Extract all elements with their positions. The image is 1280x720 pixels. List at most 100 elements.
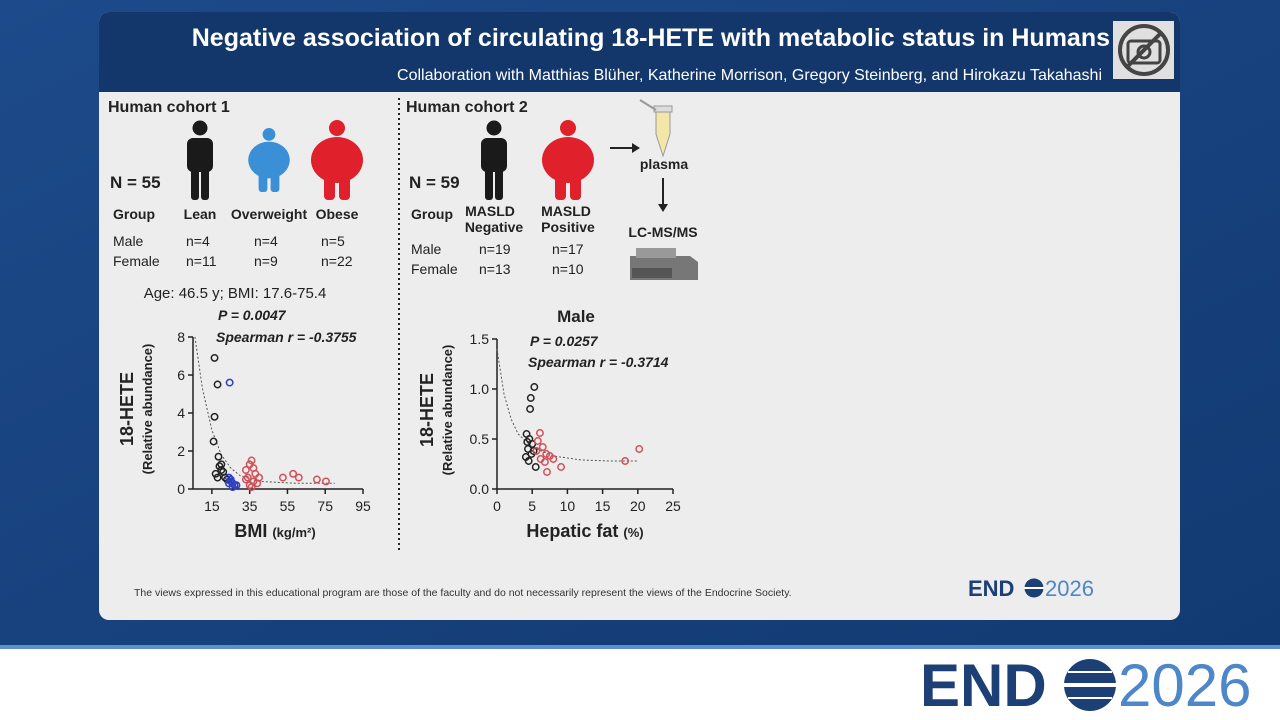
y-tick-label: 1.5 — [470, 331, 490, 347]
data-point — [247, 483, 256, 492]
x-axis-label: BMI (kg/m²) — [234, 521, 315, 541]
data-point — [294, 473, 303, 482]
data-point — [549, 455, 558, 463]
title: Negative association of circulating 18-H… — [192, 24, 1110, 52]
cell: n=10 — [552, 261, 584, 277]
cell: n=17 — [552, 241, 584, 257]
logo-text: 2026 — [1118, 652, 1251, 719]
cell: n=5 — [321, 233, 345, 249]
header-bar — [99, 12, 1180, 92]
y-tick-label: 0 — [177, 481, 185, 497]
x-tick-label: 35 — [242, 498, 258, 514]
cell: n=11 — [186, 253, 217, 269]
x-axis-unit: (kg/m²) — [272, 525, 315, 540]
chart: 0 2 4 6 8 15 35 55 75 95 18-HETE (Relative abundanc… — [117, 307, 371, 541]
data-point — [247, 456, 256, 465]
data-point — [223, 475, 231, 484]
data-point — [232, 481, 241, 490]
y-tick-label: 6 — [177, 367, 185, 383]
data-point — [245, 481, 254, 490]
data-point — [214, 452, 223, 461]
fit-line — [194, 336, 335, 484]
x-axis-label-text: BMI — [234, 521, 267, 541]
row-label: Male — [113, 233, 144, 249]
group-name: Positive — [541, 219, 595, 235]
flow-label: LC-MS/MS — [628, 224, 697, 240]
card — [99, 12, 1180, 620]
cell: n=19 — [479, 241, 511, 257]
data-point — [211, 469, 220, 478]
camera-off-icon — [1113, 21, 1174, 79]
data-point — [241, 475, 250, 484]
x-tick-label: 5 — [528, 498, 536, 514]
x-axis-unit: (%) — [623, 525, 643, 540]
data-point — [529, 447, 538, 455]
y-tick-label: 2 — [177, 443, 185, 459]
data-point — [226, 475, 235, 484]
x-tick-label: 75 — [317, 498, 333, 514]
y-axis-sublabel: (Relative abundance) — [140, 344, 155, 475]
data-point — [213, 473, 222, 482]
data-point — [524, 457, 533, 465]
x-axis-label: Hepatic fat (%) — [526, 521, 643, 541]
data-point — [225, 378, 234, 387]
data-point — [532, 447, 541, 455]
data-point — [312, 475, 321, 484]
logo-large: END 2026 — [920, 652, 1251, 719]
data-point — [531, 463, 540, 471]
data-point — [523, 438, 532, 446]
data-point — [249, 464, 258, 473]
x-tick-label: 10 — [560, 498, 576, 514]
x-tick-label: 0 — [493, 498, 501, 514]
data-point — [210, 412, 219, 421]
logo-text: END — [920, 652, 1047, 719]
chart-title: Male — [557, 307, 595, 326]
annotation: Spearman r = -0.3755 — [216, 329, 357, 345]
row-label: Male — [411, 241, 442, 257]
data-point — [635, 445, 644, 453]
x-tick-label: 20 — [630, 498, 646, 514]
data-point — [224, 479, 233, 488]
data-point — [322, 477, 330, 486]
group-name: Lean — [184, 206, 217, 222]
y-axis-sublabel: (Relative abundance) — [440, 345, 455, 476]
data-point — [621, 457, 630, 465]
y-tick-label: 0.0 — [470, 481, 490, 497]
group-name: Obese — [316, 206, 359, 222]
cohort-note: Age: 46.5 y; BMI: 17.6-75.4 — [144, 285, 327, 302]
data-point — [538, 443, 547, 451]
x-axis-label-text: Hepatic fat — [526, 521, 618, 541]
cohort-heading: Human cohort 1 — [108, 99, 230, 116]
data-point — [289, 469, 298, 478]
flow-label: plasma — [640, 156, 688, 172]
arrow-head — [658, 204, 668, 212]
cohort-heading: Human cohort 2 — [406, 99, 528, 116]
arrow-head — [632, 143, 640, 153]
x-tick-label: 95 — [355, 498, 371, 514]
data-point — [210, 353, 219, 362]
y-tick-label: 4 — [177, 405, 185, 421]
data-point — [255, 473, 264, 482]
cell: n=9 — [254, 253, 278, 269]
group-name: Overweight — [231, 206, 308, 222]
data-point — [526, 394, 535, 402]
data-point — [533, 437, 542, 445]
y-tick-label: 1.0 — [470, 381, 490, 397]
y-tick-label: 0.5 — [470, 431, 490, 447]
x-tick-label: 15 — [204, 498, 220, 514]
cohort-n: N = 55 — [110, 173, 161, 192]
chart: 0.0 0.5 1.0 1.5 0 5 10 15 20 25 18-HETE (Relative a… — [417, 307, 681, 541]
data-point — [535, 429, 544, 437]
group-name: MASLD — [541, 203, 591, 219]
fit-line — [496, 348, 638, 462]
instrument-icon — [630, 248, 698, 280]
divider-band — [0, 645, 1280, 649]
disclaimer: The views expressed in this educational … — [134, 587, 792, 599]
cell: n=13 — [479, 261, 511, 277]
data-point — [557, 463, 566, 471]
data-point — [243, 473, 252, 482]
data-point — [228, 479, 237, 488]
data-point — [215, 462, 224, 471]
data-point — [241, 466, 250, 474]
